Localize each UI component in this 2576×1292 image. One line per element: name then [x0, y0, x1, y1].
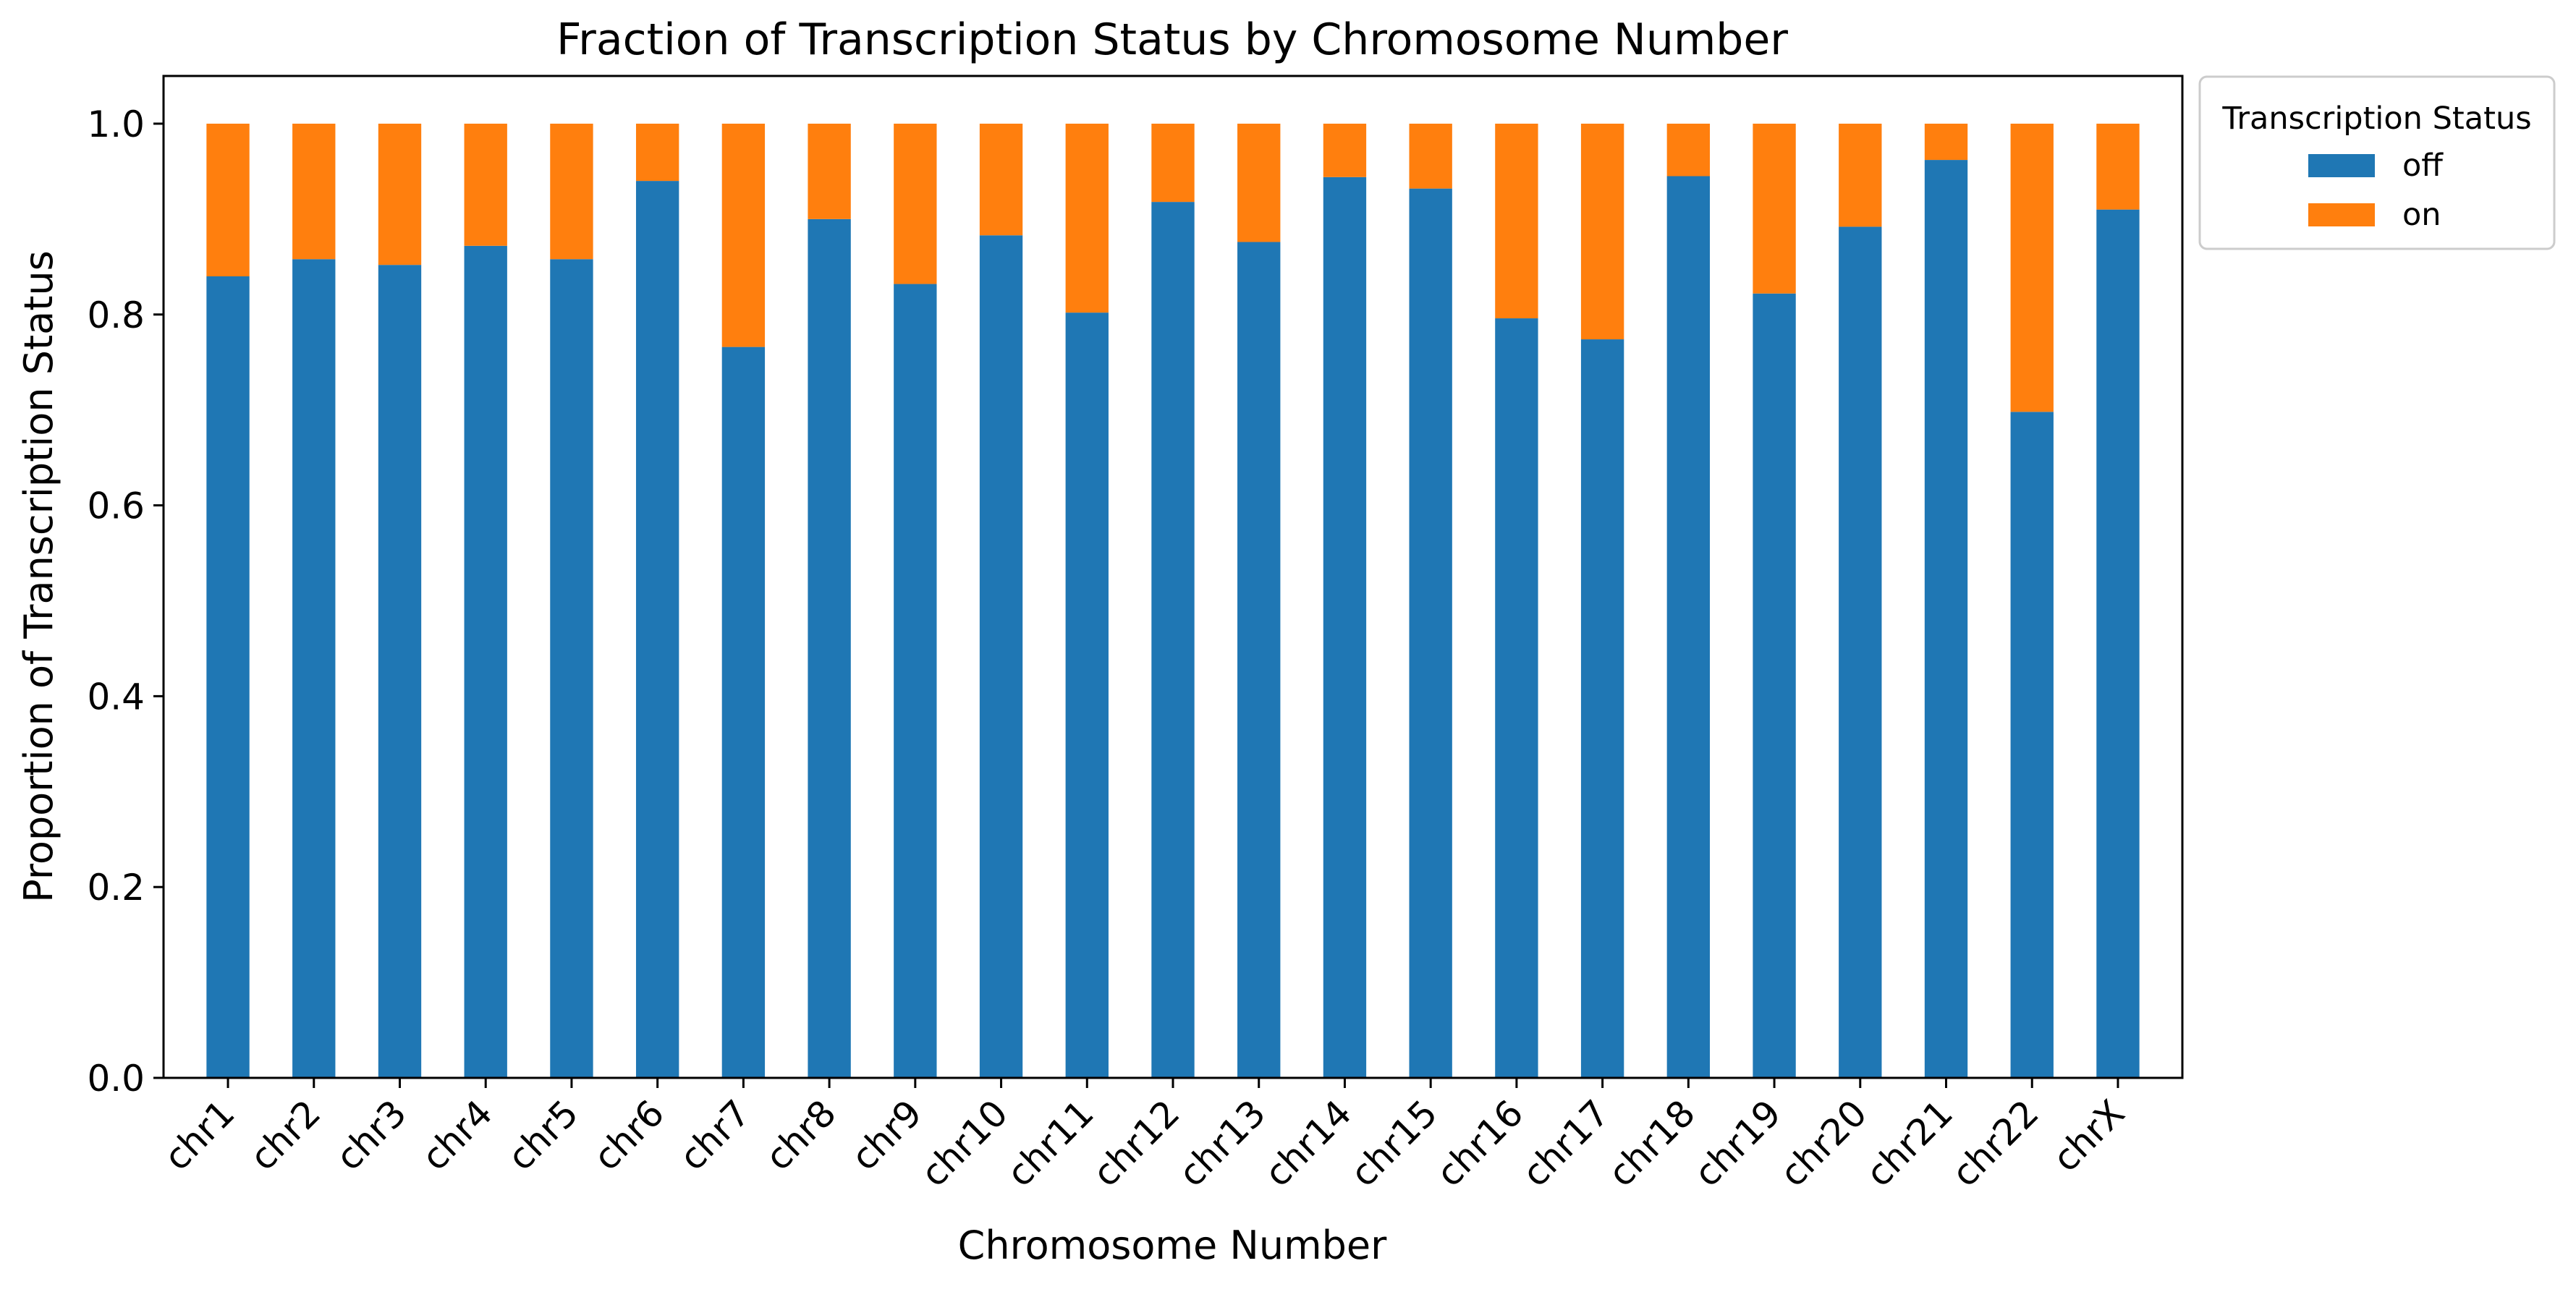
x-tick-label-chr8: chr8 [758, 1092, 844, 1178]
bar-on-chr22 [2010, 123, 2054, 412]
bar-off-chr13 [1237, 242, 1281, 1078]
x-tick-label-chr5: chr5 [500, 1092, 587, 1178]
bar-on-chr20 [1839, 123, 1882, 227]
bar-off-chr14 [1323, 177, 1367, 1078]
bar-on-chr5 [550, 123, 593, 260]
legend: Transcription Status off on [2198, 75, 2556, 250]
x-tick-label-chr22: chr22 [1944, 1092, 2046, 1194]
x-tick-label-chr1: chr1 [156, 1092, 243, 1178]
bar-off-chr11 [1065, 313, 1109, 1079]
bar-off-chrX [2096, 209, 2140, 1079]
legend-title: Transcription Status [2221, 101, 2531, 137]
x-tick-label-chr14: chr14 [1257, 1092, 1360, 1194]
legend-frame [2198, 75, 2556, 250]
x-tick-label-chr13: chr13 [1171, 1092, 1274, 1194]
bar-off-chr6 [635, 181, 679, 1079]
bar-on-chr8 [808, 123, 851, 219]
x-axis-label: Chromosome Number [958, 1223, 1388, 1268]
bar-on-chr11 [1065, 123, 1109, 313]
bar-off-chr2 [292, 259, 336, 1079]
bar-on-chr15 [1409, 123, 1452, 189]
bar-on-chr10 [979, 123, 1023, 236]
bar-on-chr18 [1666, 123, 1711, 177]
bar-on-chr19 [1753, 123, 1796, 294]
bar-off-chr3 [378, 265, 422, 1079]
legend-label-on: on [2402, 197, 2441, 233]
chart-title: Fraction of Transcription Status by Chro… [556, 14, 1788, 65]
bar-off-chr16 [1495, 318, 1538, 1078]
legend-swatch-off [2308, 154, 2375, 177]
bar-on-chr1 [206, 123, 250, 276]
bar-on-chr13 [1237, 123, 1281, 242]
bar-off-chr17 [1580, 339, 1624, 1078]
x-tick-label-chr17: chr17 [1514, 1092, 1617, 1194]
x-tick-label-chr20: chr20 [1772, 1092, 1875, 1194]
bar-on-chr14 [1323, 123, 1367, 177]
bar-on-chr4 [464, 123, 507, 246]
bar-off-chr1 [206, 276, 250, 1078]
bar-off-chr12 [1151, 202, 1195, 1079]
legend-label-off: off [2402, 148, 2444, 184]
bar-off-chr19 [1753, 293, 1796, 1078]
bar-on-chr7 [721, 123, 766, 347]
legend-swatch-on [2308, 203, 2375, 226]
y-tick-label: 1.0 [87, 103, 145, 145]
bar-on-chr3 [378, 123, 422, 265]
x-tick-label-chr7: chr7 [671, 1092, 758, 1178]
bar-off-chr18 [1666, 176, 1711, 1078]
x-tick-label-chr6: chr6 [585, 1092, 672, 1178]
x-tick-label-chr21: chr21 [1858, 1092, 1961, 1194]
x-tick-label-chr3: chr3 [328, 1092, 415, 1178]
x-tick-label-chr4: chr4 [414, 1092, 501, 1178]
x-tick-label-chr19: chr19 [1686, 1092, 1789, 1194]
x-tick-label-chr16: chr16 [1428, 1092, 1531, 1194]
bar-on-chr12 [1151, 123, 1195, 203]
bar-off-chr10 [979, 235, 1023, 1078]
y-tick-label: 0.0 [87, 1058, 145, 1100]
bar-off-chr20 [1839, 226, 1882, 1078]
bar-on-chr16 [1495, 123, 1538, 319]
x-tick-label-chrX: chrX [2045, 1092, 2133, 1180]
bar-on-chr21 [1924, 123, 1968, 161]
x-tick-label-chr10: chr10 [913, 1092, 1016, 1194]
bar-off-chr8 [808, 218, 851, 1078]
bar-on-chr2 [292, 123, 336, 260]
x-tick-label-chr12: chr12 [1085, 1092, 1187, 1194]
bar-off-chr5 [550, 259, 593, 1079]
bar-off-chr22 [2010, 412, 2054, 1078]
bar-on-chr6 [635, 123, 679, 182]
x-tick-label-chr18: chr18 [1600, 1092, 1703, 1194]
y-axis-label: Proportion of Transcription Status [16, 250, 62, 903]
bar-on-chr9 [894, 123, 937, 284]
bar-off-chr4 [464, 245, 507, 1078]
y-tick-label: 0.8 [87, 294, 145, 336]
bar-off-chr21 [1924, 160, 1968, 1079]
bar-off-chr15 [1409, 188, 1452, 1079]
x-tick-label-chr11: chr11 [999, 1092, 1101, 1194]
y-tick-label: 0.2 [87, 867, 145, 909]
bar-off-chr9 [894, 284, 937, 1078]
x-tick-label-chr2: chr2 [242, 1092, 329, 1178]
x-tick-label-chr15: chr15 [1342, 1092, 1445, 1194]
y-tick-label: 0.6 [87, 485, 145, 527]
bar-on-chr17 [1580, 123, 1624, 340]
y-tick-label: 0.4 [87, 676, 145, 718]
bar-on-chrX [2096, 123, 2140, 210]
bar-off-chr7 [721, 347, 766, 1079]
